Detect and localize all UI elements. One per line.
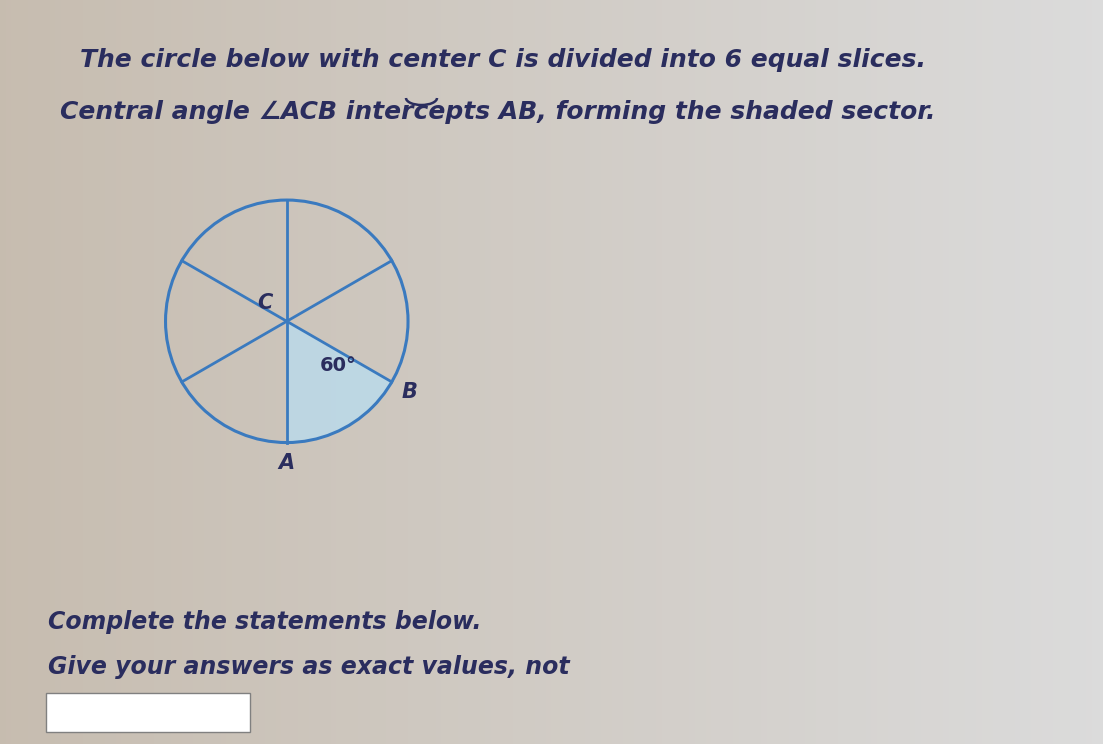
Text: C: C [257,293,272,313]
Text: 60°: 60° [320,356,356,375]
Text: Complete the statements below.: Complete the statements below. [49,610,482,634]
Text: The circle below with center C is divided into 6 equal slices.: The circle below with center C is divide… [81,48,927,72]
FancyBboxPatch shape [46,693,250,732]
Text: Give your answers as exact values, not: Give your answers as exact values, not [49,655,569,679]
Text: A: A [279,453,295,473]
Text: Central angle ∠ACB intercepts AB, forming the shaded sector.: Central angle ∠ACB intercepts AB, formin… [60,100,935,124]
Text: B: B [401,382,418,403]
Wedge shape [287,321,392,443]
